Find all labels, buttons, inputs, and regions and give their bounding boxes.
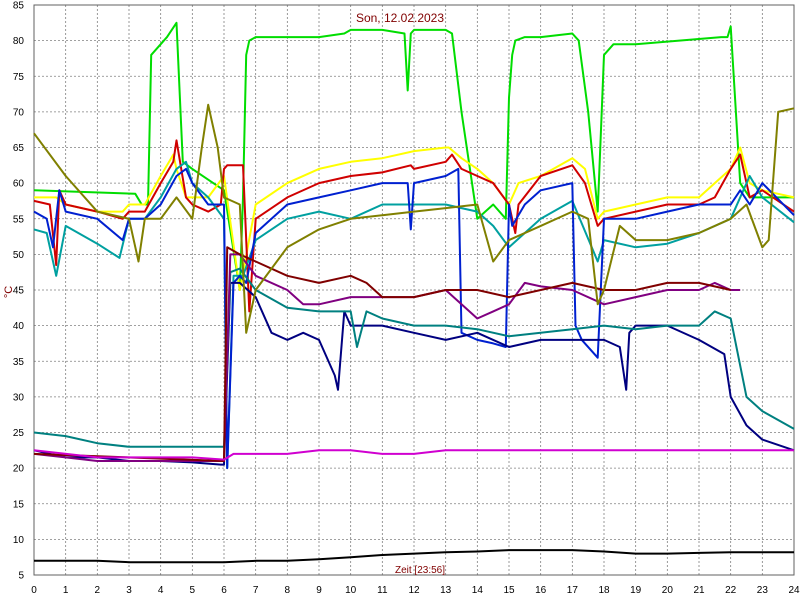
y-tick-label: 85 — [13, 1, 25, 12]
y-tick-label: 80 — [13, 36, 25, 47]
x-tick-label: 4 — [158, 585, 164, 596]
series-lines — [33, 21, 795, 564]
y-tick-label: 40 — [13, 321, 25, 332]
x-tick-label: 13 — [440, 585, 452, 596]
x-tick-label: 3 — [126, 585, 132, 596]
x-tick-label: 2 — [95, 585, 101, 596]
x-tick-label: 20 — [662, 585, 674, 596]
y-tick-label: 25 — [13, 428, 25, 439]
x-tick-label: 15 — [503, 585, 515, 596]
y-tick-label: 60 — [13, 179, 25, 190]
series-line-5 — [33, 167, 795, 470]
series-line-10 — [33, 103, 795, 334]
x-tick-label: 5 — [190, 585, 196, 596]
x-tick-label: 0 — [31, 585, 37, 596]
y-tick-label: 50 — [13, 250, 25, 261]
plot-frame — [33, 4, 795, 576]
series-line-2 — [34, 146, 795, 291]
series-line-3 — [33, 139, 795, 313]
y-tick-label: 5 — [18, 571, 24, 582]
y-tick-label: 45 — [13, 286, 25, 297]
y-tick-label: 10 — [13, 535, 25, 546]
x-tick-label: 6 — [221, 585, 227, 596]
x-tick-label: 12 — [408, 585, 420, 596]
y-axis-label: °C — [3, 286, 15, 298]
series-line-7 — [33, 267, 795, 448]
y-tick-label: 75 — [13, 72, 25, 83]
x-tick-label: 9 — [316, 585, 322, 596]
y-tick-label: 55 — [13, 214, 25, 225]
y-tick-label: 65 — [13, 143, 25, 154]
x-tick-label: 8 — [285, 585, 291, 596]
x-tick-label: 10 — [345, 585, 357, 596]
x-tick-label: 16 — [535, 585, 547, 596]
series-line-9 — [33, 246, 731, 462]
x-tick-label: 11 — [377, 585, 388, 596]
y-tick-labels: 5 10 15 20 25 30 35 40 45 50 55 60 65 70 75 80 85 — [13, 1, 25, 582]
chart-title: Son, 12.02.2023 — [356, 11, 444, 25]
y-tick-label: 30 — [13, 392, 25, 403]
x-tick-label: 22 — [725, 585, 737, 596]
series-line-11 — [33, 449, 794, 461]
x-tick-label: 1 — [63, 585, 69, 596]
y-tick-label: 35 — [13, 357, 25, 368]
x-tick-label: 23 — [757, 585, 769, 596]
x-tick-label: 19 — [630, 585, 642, 596]
y-tick-label: 70 — [13, 107, 25, 118]
x-tick-label: 17 — [567, 585, 579, 596]
x-tick-label: 21 — [693, 585, 705, 596]
series-line-12 — [34, 549, 794, 564]
x-tick-label: 18 — [598, 585, 610, 596]
x-tick-label: 14 — [472, 585, 484, 596]
x-axis-label: Zeit [23:56] — [395, 565, 445, 576]
y-tick-label: 20 — [13, 464, 25, 475]
x-tick-labels: 0 1 2 3 4 5 6 7 8 9 10 11 12 13 14 15 16 17 18 19 20 21 22 23 24 — [31, 585, 800, 596]
x-tick-label: 7 — [253, 585, 259, 596]
y-tick-label: 15 — [13, 499, 25, 510]
x-tick-label: 24 — [788, 585, 800, 596]
